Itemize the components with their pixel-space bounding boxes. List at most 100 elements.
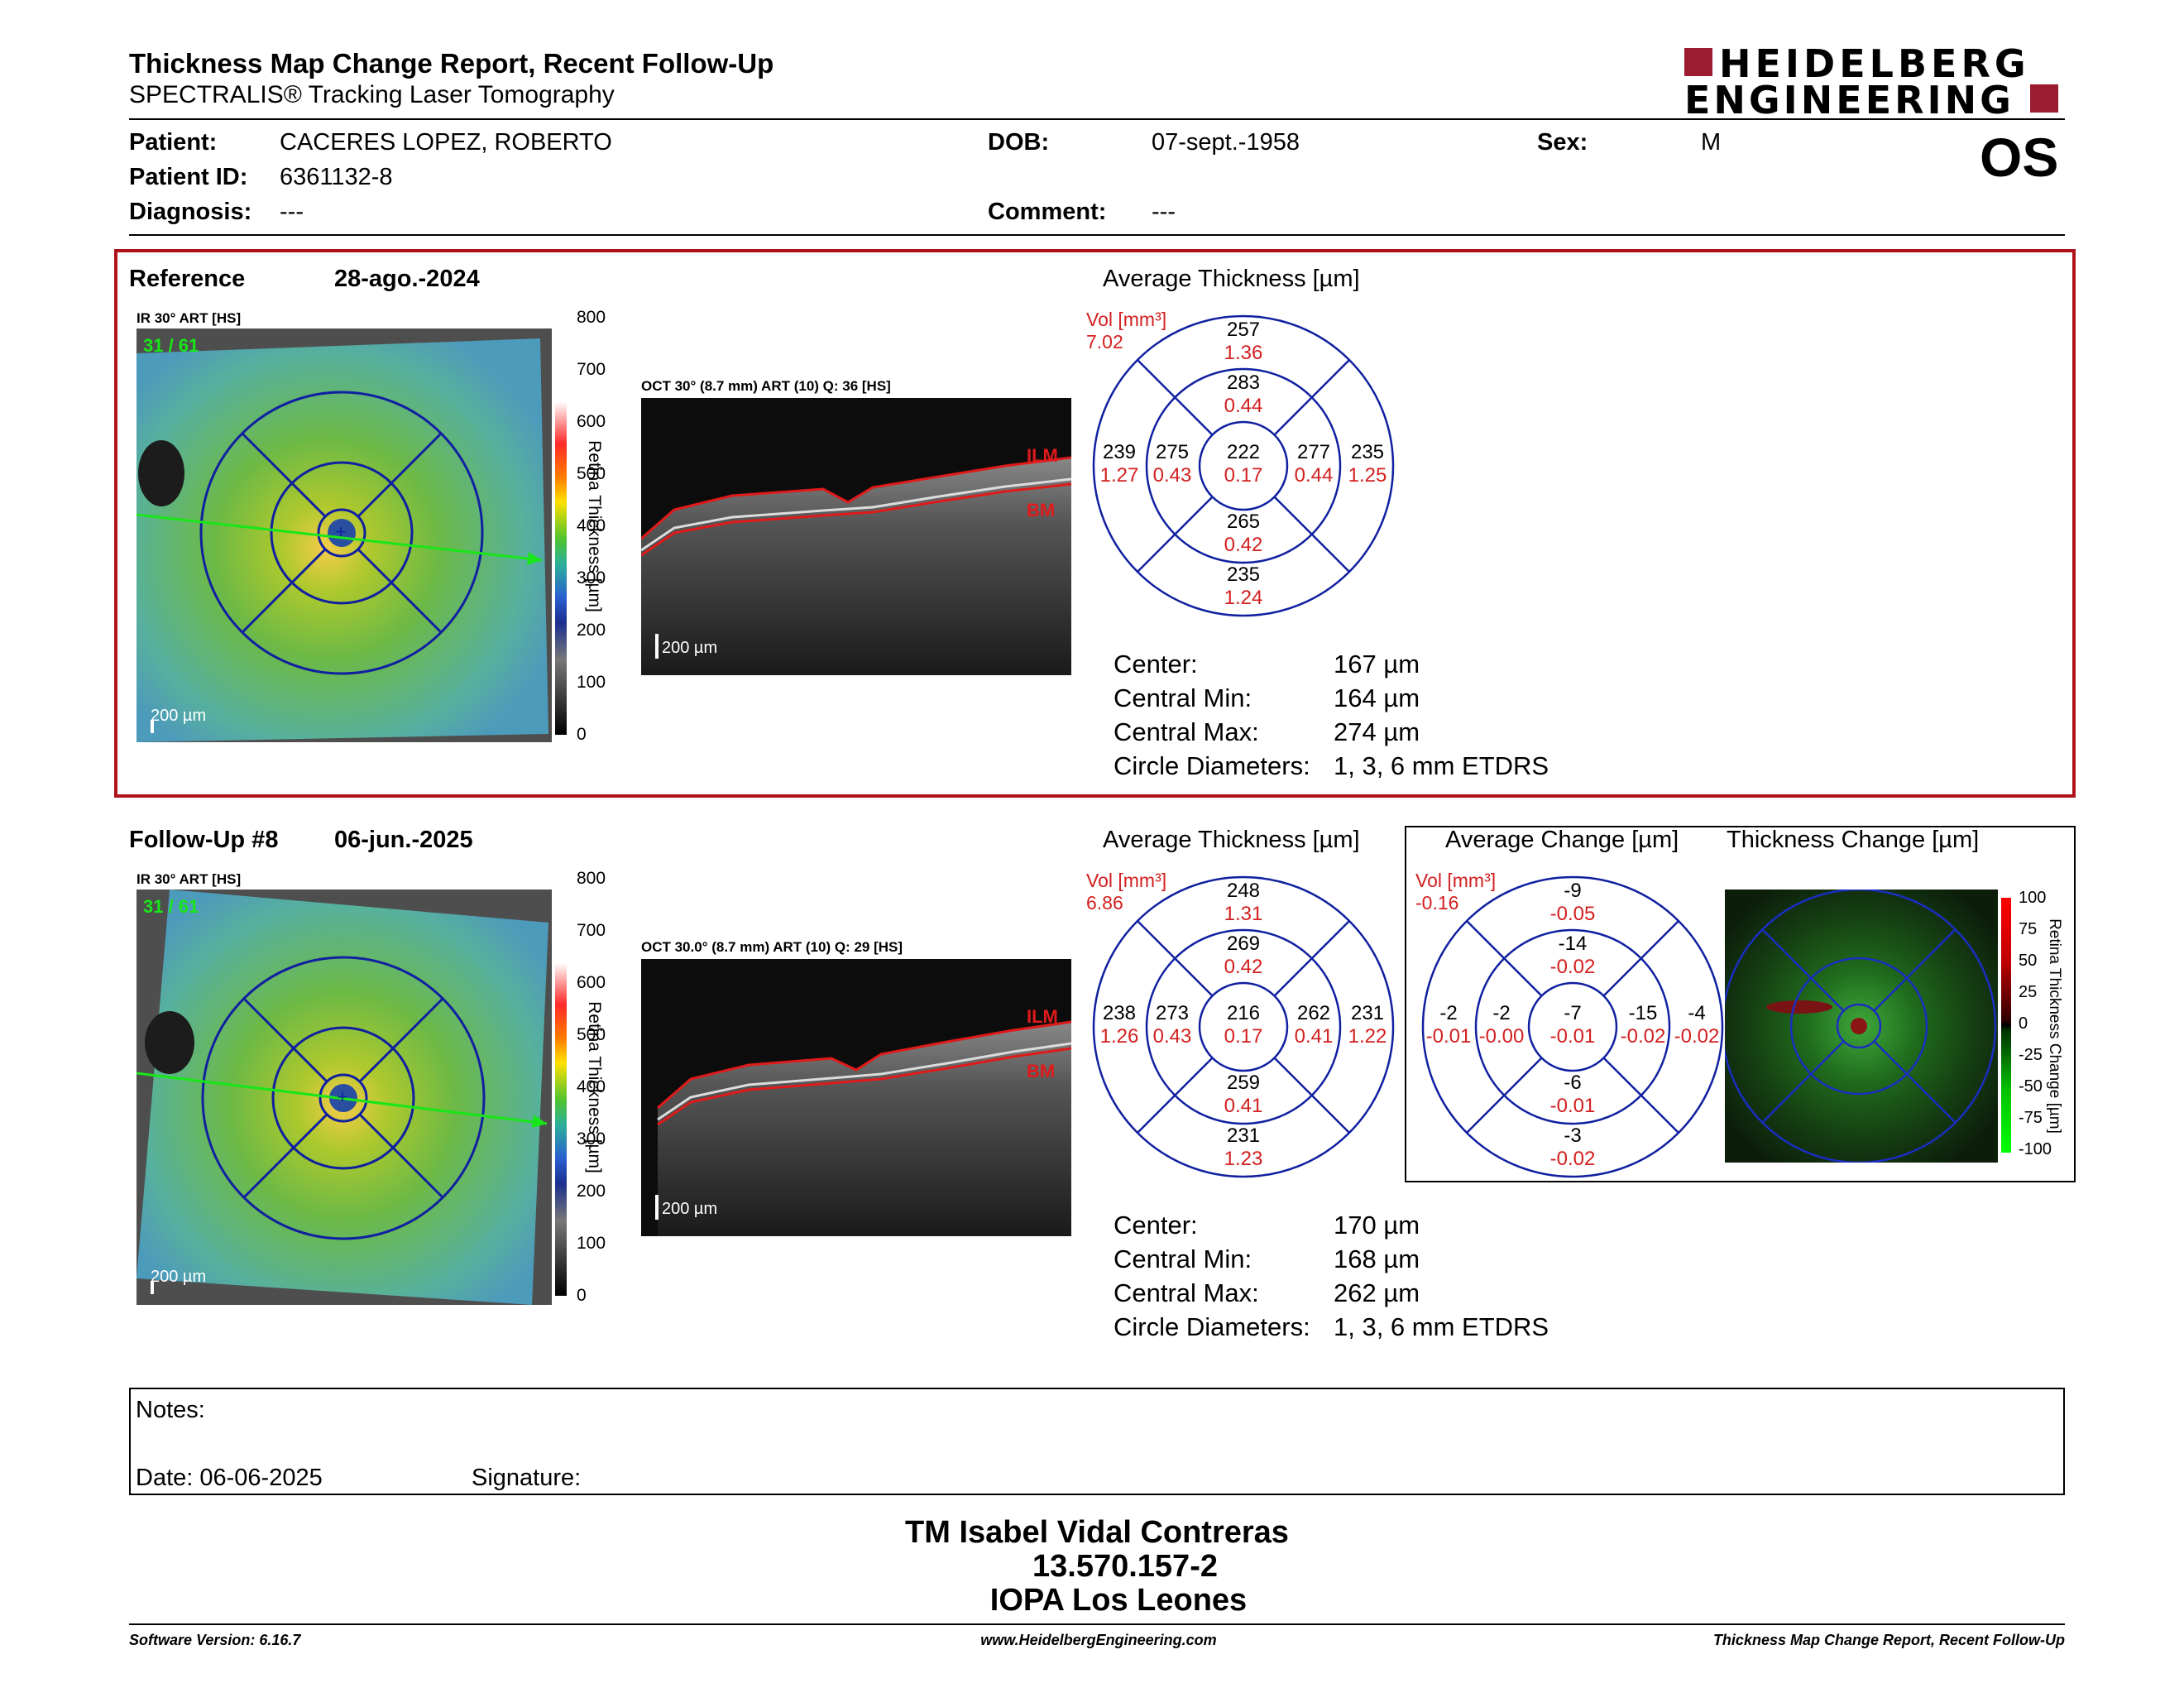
fu-tick-800: 800 (577, 869, 606, 888)
chg-i-outer: -3 (1564, 1125, 1581, 1147)
ref-oct-label: OCT 30° (8.7 mm) ART (10) Q: 36 [HS] (641, 378, 891, 394)
change-vol-label: Vol [mm³] (1415, 870, 1497, 891)
ref-ir-counter: 31 / 61 (143, 335, 199, 356)
fu-thickness-colorbar (555, 880, 567, 1296)
brand-line2: ENGINEERING (1684, 78, 2014, 122)
fu-tick-100: 100 (577, 1234, 606, 1253)
ref-i-inner: 265 (1227, 511, 1260, 533)
change-vol-value: -0.16 (1415, 892, 1459, 914)
chg-t-inner-vol: -0.00 (1479, 1025, 1525, 1048)
ref-s-outer-vol: 1.36 (1224, 342, 1263, 364)
fu-t-outer: 238 (1103, 1002, 1136, 1024)
fu-tick-400: 400 (577, 1077, 606, 1096)
signer-org: IOPA Los Leones (989, 1583, 1248, 1618)
ref-bm-label: BM (1027, 500, 1056, 520)
fu-n-outer-vol: 1.22 (1348, 1025, 1387, 1048)
fu-min-label: Central Min: (1114, 1244, 1252, 1273)
fu-i-outer: 231 (1227, 1125, 1260, 1147)
logo-square-left (1684, 48, 1712, 76)
chg-tick-0: 0 (2019, 1014, 2028, 1033)
report-title: Thickness Map Change Report, Recent Foll… (129, 48, 774, 79)
ref-min-label: Central Min: (1114, 683, 1252, 712)
fu-vol-label: Vol [mm³] (1086, 870, 1167, 891)
sex-label: Sex: (1537, 129, 1588, 156)
ref-i-outer-vol: 1.24 (1224, 587, 1263, 609)
footer-website[interactable]: www.HeidelbergEngineering.com (980, 1632, 1217, 1648)
fu-avg-title: Average Thickness [µm] (1103, 827, 1360, 853)
chg-tick-75: 75 (2019, 920, 2038, 938)
dob-value: 07-sept.-1958 (1152, 129, 1300, 156)
fu-tick-200: 200 (577, 1182, 606, 1201)
ref-n-outer: 235 (1351, 441, 1384, 463)
fu-s-outer: 248 (1227, 880, 1260, 902)
ref-center-vol: 0.17 (1224, 464, 1263, 487)
ref-vol-label: Vol [mm³] (1086, 309, 1167, 330)
change-colorbar (2001, 898, 2011, 1153)
signature-label: Signature: (472, 1465, 582, 1491)
ref-oct-scale: 200 µm (662, 639, 718, 657)
ref-s-inner: 283 (1227, 372, 1260, 394)
chg-tick-50: 50 (2019, 952, 2038, 970)
ref-oct-image (641, 398, 1071, 675)
fu-etdrs-grid: + (136, 956, 548, 1240)
patient-divider (129, 234, 2065, 236)
fu-vol-value: 6.86 (1086, 892, 1123, 914)
fu-i-inner: 259 (1227, 1072, 1260, 1094)
chg-t-outer-vol: -0.01 (1426, 1025, 1472, 1048)
ref-t-outer: 239 (1103, 441, 1136, 463)
ref-t-inner-vol: 0.43 (1153, 464, 1192, 487)
ref-s-inner-vol: 0.44 (1224, 395, 1263, 417)
eye-label: OS (1980, 127, 2059, 188)
chg-i-inner-vol: -0.01 (1550, 1095, 1596, 1117)
fu-etdrs-chart: 248 1.31 269 0.42 216 0.17 238 1.26 273 … (1092, 875, 1395, 1178)
fu-ir-scale: 200 µm (151, 1268, 207, 1286)
chg-t-inner: -2 (1492, 1002, 1510, 1024)
brand-line1: HEIDELBERG (1719, 41, 2030, 86)
change-map-image (1725, 890, 1998, 1163)
comment-value: --- (1152, 199, 1176, 225)
ref-avg-title: Average Thickness [µm] (1103, 266, 1360, 292)
ref-diam-value: 1, 3, 6 mm ETDRS (1334, 751, 1549, 780)
fu-center-vol: 0.17 (1224, 1025, 1263, 1048)
ref-ir-scale-bar (151, 720, 154, 733)
ref-tick-400: 400 (577, 516, 606, 535)
ref-i-inner-vol: 0.42 (1224, 534, 1263, 556)
chg-tick-neg50: -50 (2019, 1077, 2043, 1096)
ref-tick-300: 300 (577, 568, 606, 587)
ref-etdrs-grid: + (136, 391, 543, 675)
fu-oct-scale: 200 µm (662, 1200, 718, 1218)
svg-text:+: + (338, 1086, 348, 1107)
diagnosis-value: --- (280, 199, 304, 225)
fu-ilm-label: ILM (1027, 1006, 1058, 1027)
chg-s-outer: -9 (1564, 880, 1581, 902)
ref-ir-label: IR 30° ART [HS] (136, 310, 242, 326)
svg-text:+: + (336, 521, 347, 542)
fu-s-outer-vol: 1.31 (1224, 903, 1263, 925)
ref-tick-500: 500 (577, 464, 606, 483)
ref-n-inner-vol: 0.44 (1295, 464, 1334, 487)
footer-divider (129, 1623, 2065, 1625)
chg-n-outer: -4 (1688, 1002, 1705, 1024)
ref-t-inner: 275 (1156, 441, 1189, 463)
reference-label: Reference (129, 266, 246, 292)
fu-center-value: 170 µm (1334, 1211, 1420, 1240)
sex-value: M (1701, 129, 1722, 156)
fu-n-inner: 262 (1297, 1002, 1330, 1024)
fu-oct-label: OCT 30.0° (8.7 mm) ART (10) Q: 29 [HS] (641, 939, 903, 955)
fu-i-inner-vol: 0.41 (1224, 1095, 1263, 1117)
ref-s-outer: 257 (1227, 319, 1260, 341)
fu-min-value: 168 µm (1334, 1244, 1420, 1273)
ref-ir-scale: 200 µm (151, 707, 207, 725)
ref-n-outer-vol: 1.25 (1348, 464, 1387, 487)
comment-label: Comment: (988, 199, 1107, 225)
fu-colorbar-title: Retina Thickness [µm] (585, 1001, 604, 1173)
chg-center: -7 (1564, 1002, 1581, 1024)
brand-logo: HEIDELBERG ENGINEERING (1684, 41, 2067, 122)
signer-name: TM Isabel Vidal Contreras (905, 1515, 1289, 1550)
reference-frame (114, 249, 2076, 798)
ref-tick-100: 100 (577, 673, 606, 692)
fu-tick-600: 600 (577, 973, 606, 992)
fu-n-inner-vol: 0.41 (1295, 1025, 1334, 1048)
notes-box[interactable] (129, 1388, 2065, 1495)
notes-date: Date: 06-06-2025 (136, 1465, 323, 1491)
